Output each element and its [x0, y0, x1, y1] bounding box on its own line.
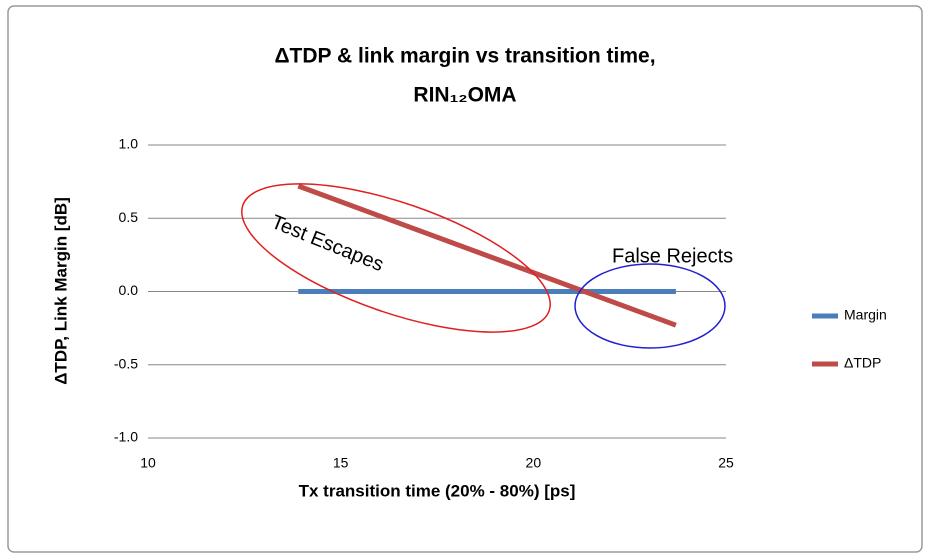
y-tick-label: 0.5: [119, 209, 139, 225]
x-axis-label: Tx transition time (20% - 80%) [ps]: [299, 481, 576, 500]
legend-label: ΔTDP: [844, 355, 881, 371]
y-tick-label: 1.0: [119, 136, 139, 152]
chart-title: RIN₁₂OMA: [413, 84, 516, 107]
chart-title: ΔTDP & link margin vs transition time,: [274, 45, 655, 68]
y-tick-label: -0.5: [114, 355, 138, 371]
y-axis-label: ΔTDP, Link Margin [dB]: [51, 197, 70, 385]
legend-label: Margin: [844, 307, 887, 323]
series-line: [297, 183, 677, 328]
y-tick-label: 0.0: [119, 282, 139, 298]
plot-area: -1.0 -0.5 0.0 0.5 1.0 10 15 20 25: [114, 136, 734, 471]
annotation: False Rejects: [612, 245, 733, 267]
x-tick-label: 10: [140, 455, 156, 471]
chart-border: [7, 5, 923, 553]
annotation-ellipse: [574, 263, 726, 349]
y-tick-label: -1.0: [114, 429, 138, 445]
x-tick-label: 15: [333, 455, 349, 471]
x-tick-label: 20: [526, 455, 542, 471]
x-tick-label: 25: [718, 455, 734, 471]
annotation-ellipse: [241, 183, 551, 333]
